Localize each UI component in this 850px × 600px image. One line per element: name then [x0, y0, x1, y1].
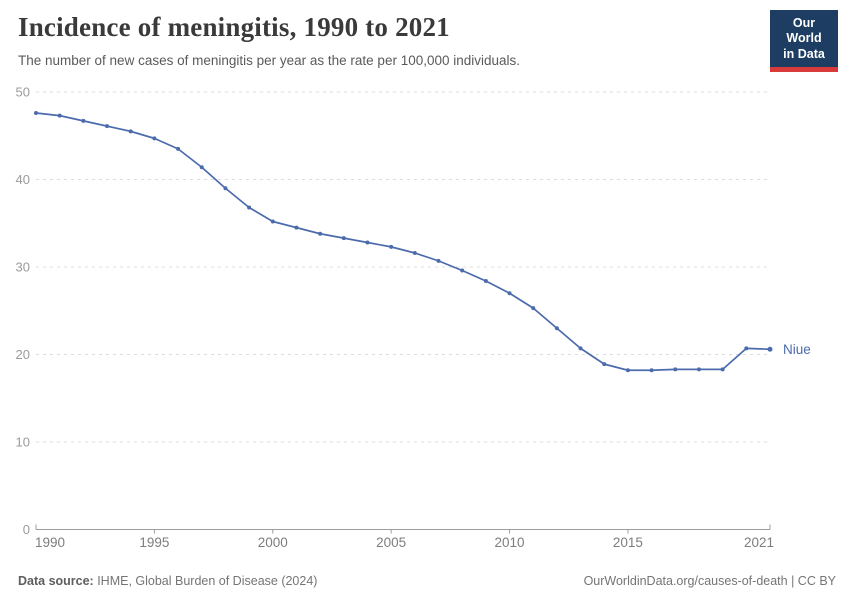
- data-point-1993: [105, 124, 110, 129]
- chart-header: Incidence of meningitis, 1990 to 2021 Th…: [18, 12, 750, 68]
- series-label-niue[interactable]: Niue: [783, 342, 811, 357]
- data-point-1990: [34, 111, 38, 115]
- owid-citation-link[interactable]: OurWorldinData.org/causes-of-death | CC …: [583, 574, 836, 588]
- chart-subtitle: The number of new cases of meningitis pe…: [18, 53, 521, 68]
- x-tick-label-2010: 2010: [495, 535, 525, 550]
- data-point-2021: [767, 346, 773, 352]
- page-title: Incidence of meningitis, 1990 to 2021: [18, 12, 450, 42]
- data-point-1994: [128, 129, 133, 134]
- data-point-2015: [625, 368, 630, 373]
- data-source-note: Data source: IHME, Global Burden of Dise…: [18, 574, 317, 588]
- data-source-label: Data source:: [18, 574, 94, 588]
- series-line-niue[interactable]: [35, 112, 771, 372]
- data-point-2017: [673, 367, 678, 372]
- x-tick-label-2005: 2005: [376, 535, 406, 550]
- y-tick-label-0: 0: [23, 522, 30, 537]
- data-point-1999: [247, 205, 252, 210]
- y-tick-label-10: 10: [16, 435, 30, 450]
- owid-logo-line2: in Data: [783, 46, 825, 61]
- data-point-2020: [744, 346, 749, 351]
- x-tick-label-2015: 2015: [613, 535, 643, 550]
- data-point-2011: [531, 306, 536, 311]
- y-tick-label-40: 40: [16, 172, 30, 187]
- data-point-2012: [554, 326, 559, 331]
- y-tick-label-50: 50: [16, 85, 30, 100]
- data-point-2018: [696, 367, 701, 372]
- data-point-2007: [436, 258, 441, 263]
- data-point-2010: [507, 291, 512, 296]
- data-point-2004: [365, 240, 370, 245]
- data-point-2006: [412, 251, 417, 255]
- chart-footer: Data source: IHME, Global Burden of Dise…: [18, 574, 836, 588]
- data-point-2019: [720, 367, 725, 372]
- data-point-2014: [602, 362, 607, 367]
- data-point-2001: [294, 225, 299, 230]
- data-point-2003: [341, 236, 346, 241]
- data-source-text: IHME, Global Burden of Disease (2024): [93, 574, 318, 588]
- owid-logo-line1: Our World: [786, 16, 822, 46]
- data-point-2008: [460, 268, 465, 273]
- owid-logo[interactable]: Our World in Data: [770, 10, 838, 72]
- data-point-1995: [152, 136, 157, 141]
- data-point-1996: [176, 146, 181, 151]
- data-point-2000: [270, 219, 275, 224]
- data-point-1992: [81, 118, 86, 123]
- x-tick-label-1990: 1990: [35, 535, 65, 550]
- data-point-2013: [578, 346, 583, 351]
- y-tick-label-30: 30: [16, 260, 30, 275]
- y-tick-label-20: 20: [16, 347, 30, 362]
- data-point-2005: [389, 244, 394, 249]
- data-point-1998: [223, 186, 228, 191]
- x-tick-label-1995: 1995: [139, 535, 169, 550]
- x-tick-label-2021: 2021: [744, 535, 774, 550]
- x-tick-label-2000: 2000: [258, 535, 288, 550]
- data-point-2016: [649, 368, 654, 373]
- data-point-1997: [199, 165, 204, 170]
- data-point-1991: [57, 113, 62, 118]
- data-point-2002: [318, 231, 323, 236]
- data-point-2009: [483, 279, 488, 283]
